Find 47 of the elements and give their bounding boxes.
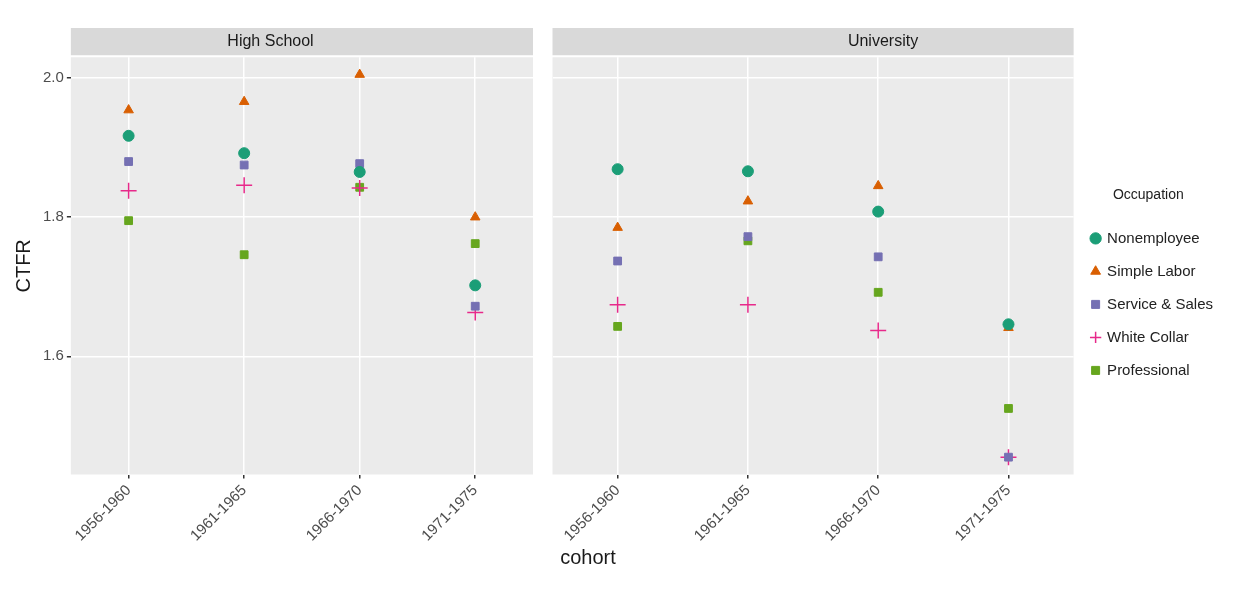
y-tick-label: 1.6 (42, 346, 64, 364)
point (470, 239, 480, 249)
chart-title: University (847, 32, 919, 50)
point (350, 179, 369, 197)
y-tick-label: 1.8 (42, 207, 64, 225)
point (123, 104, 134, 114)
point (469, 211, 481, 221)
point (239, 160, 249, 170)
point (469, 279, 482, 292)
point (239, 250, 249, 260)
point (354, 68, 365, 78)
point (611, 163, 624, 176)
point (999, 448, 1018, 466)
legend-label: White Collar (1107, 327, 1189, 345)
point (119, 182, 138, 200)
point (608, 296, 627, 314)
point (872, 205, 885, 218)
point (743, 232, 753, 242)
point (1004, 452, 1013, 462)
legend-label: Nonemployee (1107, 228, 1200, 246)
point (739, 296, 757, 314)
point (470, 301, 480, 311)
point (122, 129, 135, 142)
point (873, 287, 883, 297)
legend-label: Professional (1107, 360, 1190, 378)
point (613, 256, 623, 266)
legend-label: Simple Labor (1107, 261, 1196, 279)
point (238, 147, 251, 160)
point (742, 195, 754, 205)
point (869, 321, 887, 340)
point (124, 216, 134, 226)
point (741, 165, 754, 178)
y-tick-label: 2.0 (42, 68, 64, 86)
point (124, 157, 134, 166)
y-axis-title: CTFR (11, 239, 34, 293)
legend-label: Service & Sales (1107, 294, 1214, 312)
point (1004, 404, 1013, 413)
point (353, 165, 366, 178)
chart-title: High School (227, 32, 314, 50)
point (612, 221, 623, 231)
point (235, 176, 253, 194)
point (872, 179, 884, 190)
legend-title: Occupation (1112, 185, 1184, 202)
point (238, 95, 250, 105)
point (613, 322, 623, 331)
x-axis-title: cohort (559, 546, 617, 569)
point (873, 252, 883, 262)
